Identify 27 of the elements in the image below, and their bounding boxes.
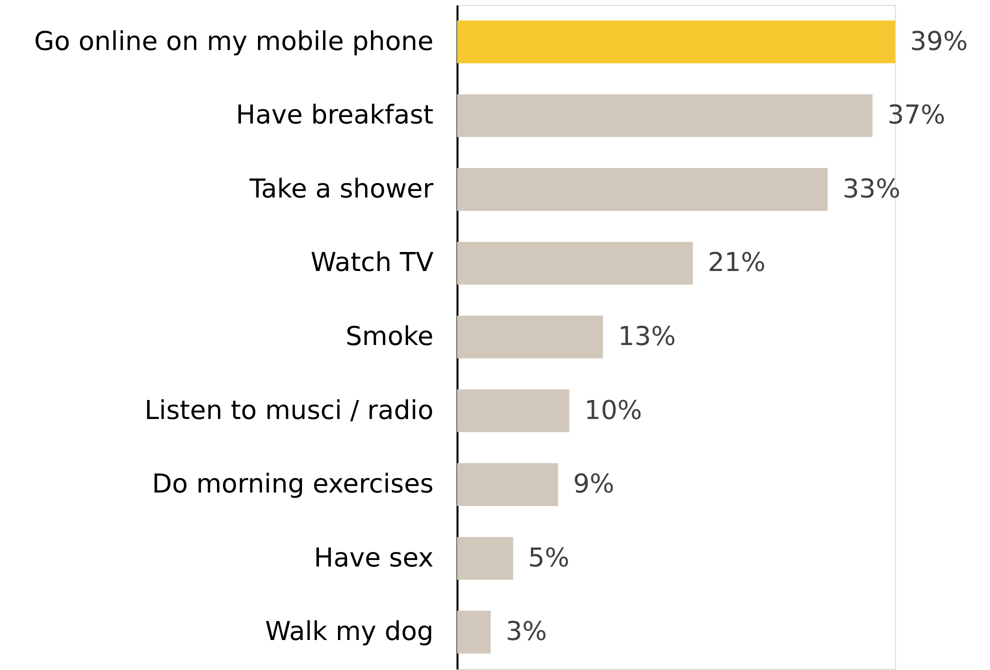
data-label: 21%: [708, 248, 766, 278]
y-tick-label: Take a shower: [248, 174, 434, 204]
bar: [457, 94, 873, 138]
bar: [457, 242, 693, 285]
data-label: 10%: [584, 396, 642, 426]
y-tick-label: Smoke: [346, 322, 434, 352]
y-tick-label: Walk my dog: [265, 617, 434, 648]
bar: [457, 536, 514, 580]
bar: [457, 463, 558, 506]
bar: [457, 168, 828, 211]
y-tick-label: Watch TV: [310, 248, 434, 278]
y-tick-label: Have sex: [314, 543, 434, 574]
data-label: 5%: [528, 543, 570, 574]
y-tick-label: Listen to musci / radio: [144, 396, 434, 426]
y-tick-label: Go online on my mobile phone: [34, 26, 434, 57]
data-label: 9%: [573, 470, 614, 500]
data-label: 33%: [842, 174, 900, 204]
data-label: 39%: [910, 26, 968, 57]
data-label: 3%: [506, 617, 547, 648]
y-tick-label: Have breakfast: [236, 100, 434, 131]
data-label: 37%: [888, 100, 946, 131]
data-label: 13%: [618, 322, 676, 352]
bar: [457, 610, 491, 654]
y-tick-label: Do morning exercises: [152, 470, 434, 500]
bar: [457, 20, 895, 64]
bar: [457, 316, 603, 358]
bar: [457, 389, 570, 432]
